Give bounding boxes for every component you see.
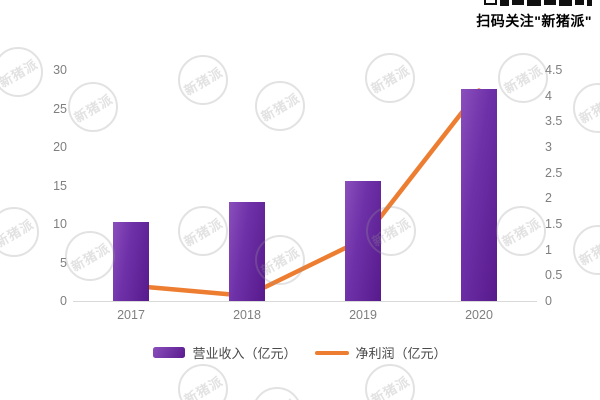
net-profit-line-path: [128, 88, 482, 299]
y-axis-right-tick-label: 1.5: [545, 217, 563, 231]
clipped-logo-fragment: [484, 0, 497, 5]
qr-caption: 扫码关注"新猪派": [476, 13, 592, 29]
y-axis-right-tick-label: 1: [545, 242, 552, 257]
clipped-logo-fragment: [587, 0, 592, 6]
revenue-bar: [461, 89, 497, 301]
y-axis-right-tick-label: 2: [545, 191, 552, 206]
bar-series-swatch-icon: [153, 347, 186, 358]
revenue-bar: [345, 180, 381, 301]
y-axis-left-tick-label: 5: [60, 255, 67, 270]
y-axis-left-tick-label: 20: [53, 140, 67, 154]
y-axis-left-tick-label: 0: [60, 294, 67, 308]
x-axis-category-label: 2018: [233, 308, 261, 322]
y-axis-left-tick-label: 15: [53, 178, 67, 193]
y-axis-right-tick-label: 2.5: [545, 165, 563, 180]
clipped-logo-fragment: [527, 0, 541, 6]
y-axis-right-tick-label: 3.5: [545, 114, 563, 129]
clipped-logo-fragment: [512, 0, 524, 5]
legend-label-revenue: 营业收入（亿元）: [192, 346, 297, 361]
clipped-logo-fragment: [559, 0, 572, 6]
legend-item-profit: 净利润（亿元）: [314, 343, 447, 362]
y-axis-right-tick-label: 4.5: [545, 63, 563, 77]
x-axis-line: [73, 301, 537, 302]
x-axis-category-label: 2017: [117, 308, 145, 322]
legend-item-revenue: 营业收入（亿元）: [153, 343, 297, 362]
y-axis-right-tick-label: 0.5: [545, 268, 563, 283]
y-axis-left-tick-label: 10: [53, 217, 67, 231]
y-axis-left-tick-label: 30: [53, 63, 67, 77]
y-axis-right-tick-label: 0: [545, 294, 552, 308]
line-series-swatch-icon: [314, 350, 349, 355]
x-axis-category-label: 2020: [465, 308, 493, 322]
clipped-logo: [464, 0, 592, 8]
x-axis-category-label: 2019: [349, 308, 377, 322]
y-axis-left-tick-label: 25: [53, 101, 67, 116]
revenue-bar: [113, 221, 149, 301]
clipped-logo-fragment: [544, 0, 556, 5]
y-axis-right-tick-label: 4: [545, 88, 552, 103]
chart-legend: 营业收入（亿元） 净利润（亿元）: [0, 343, 600, 362]
revenue-bar: [229, 202, 265, 301]
y-axis-right-tick-label: 3: [545, 140, 552, 154]
clipped-logo-fragment: [500, 0, 509, 6]
clipped-logo-fragment: [575, 0, 584, 5]
legend-label-profit: 净利润（亿元）: [355, 346, 447, 361]
